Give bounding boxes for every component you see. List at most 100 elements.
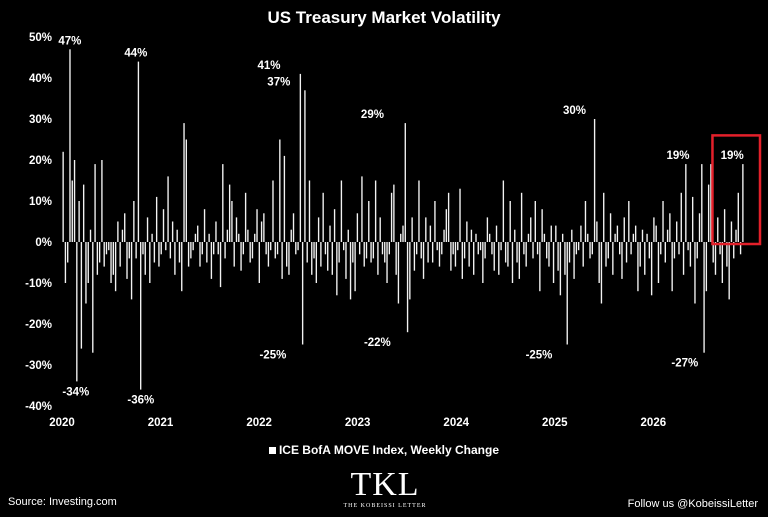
bar bbox=[564, 242, 566, 275]
bar bbox=[409, 242, 411, 300]
bar bbox=[571, 229, 573, 242]
bar bbox=[87, 242, 89, 283]
bar bbox=[509, 201, 511, 242]
bar bbox=[400, 233, 402, 242]
bar bbox=[676, 221, 678, 242]
bar bbox=[149, 242, 151, 283]
bar bbox=[714, 242, 717, 275]
bar bbox=[121, 229, 124, 242]
chart-title: US Treasury Market Volatility bbox=[267, 8, 501, 27]
bar bbox=[126, 242, 128, 279]
bar bbox=[254, 233, 256, 242]
bar bbox=[666, 229, 669, 242]
bar bbox=[541, 209, 543, 242]
bar bbox=[78, 201, 80, 242]
bar bbox=[520, 192, 523, 242]
bar bbox=[698, 213, 701, 242]
x-tick-label: 2023 bbox=[345, 417, 371, 429]
bar bbox=[454, 242, 457, 267]
bar bbox=[641, 229, 644, 242]
logo-subtitle: THE KOBEISSI LETTER bbox=[343, 503, 427, 509]
bar bbox=[536, 242, 539, 255]
bar bbox=[457, 242, 459, 251]
bar bbox=[689, 242, 692, 267]
bar bbox=[192, 242, 194, 251]
bar bbox=[614, 233, 616, 242]
bar bbox=[557, 242, 559, 271]
bar bbox=[609, 213, 612, 242]
bar bbox=[313, 242, 315, 259]
bar bbox=[436, 242, 438, 251]
data-annotation: -22% bbox=[364, 337, 391, 349]
bar bbox=[479, 242, 482, 251]
bar bbox=[308, 180, 311, 242]
bar bbox=[265, 242, 267, 255]
bar bbox=[274, 242, 276, 259]
bar bbox=[605, 242, 607, 267]
bar bbox=[468, 242, 470, 267]
bar bbox=[653, 217, 655, 242]
y-tick-label: -40% bbox=[25, 401, 52, 413]
bar bbox=[110, 242, 112, 283]
bar bbox=[532, 242, 534, 259]
bar bbox=[447, 192, 450, 242]
bar bbox=[222, 164, 224, 242]
bar bbox=[600, 242, 603, 304]
bar bbox=[331, 242, 333, 275]
bar bbox=[534, 201, 536, 242]
bar bbox=[730, 221, 733, 242]
bar bbox=[596, 221, 598, 242]
bar bbox=[386, 242, 388, 283]
bar bbox=[213, 242, 215, 255]
highlight-box bbox=[711, 134, 762, 246]
data-annotation: -36% bbox=[127, 395, 154, 407]
bar bbox=[181, 242, 183, 292]
bar bbox=[233, 242, 235, 267]
bar bbox=[657, 242, 660, 283]
bar bbox=[85, 242, 87, 304]
bar bbox=[272, 180, 274, 242]
kobeissi-logo: TKL THE KOBEISSI LETTER bbox=[340, 468, 430, 510]
bar bbox=[140, 242, 142, 390]
bar bbox=[612, 242, 614, 275]
bar bbox=[315, 242, 318, 283]
bar bbox=[73, 160, 76, 242]
bar bbox=[311, 242, 313, 275]
bar bbox=[441, 242, 443, 255]
y-tick-label: -30% bbox=[25, 360, 52, 372]
bar bbox=[530, 217, 532, 242]
bar bbox=[707, 184, 710, 242]
bar bbox=[377, 242, 379, 275]
bar bbox=[703, 242, 705, 353]
bar bbox=[185, 139, 187, 242]
bar bbox=[546, 242, 548, 259]
bar bbox=[299, 73, 302, 243]
data-annotation: -25% bbox=[259, 350, 286, 362]
bar bbox=[550, 225, 552, 242]
bar bbox=[279, 139, 281, 242]
data-annotation: 30% bbox=[563, 105, 586, 117]
bar bbox=[206, 242, 208, 263]
bar bbox=[660, 242, 662, 255]
bar bbox=[422, 242, 425, 279]
bar bbox=[256, 209, 258, 242]
bar bbox=[62, 151, 64, 242]
bar bbox=[372, 242, 375, 259]
chart-legend: ICE BofA MOVE Index, Weekly Change bbox=[0, 443, 768, 457]
bar bbox=[384, 242, 386, 263]
bar bbox=[112, 242, 115, 275]
bar bbox=[306, 242, 308, 263]
bar bbox=[301, 242, 304, 345]
bar bbox=[130, 242, 133, 300]
bar bbox=[349, 242, 352, 300]
bar bbox=[365, 242, 368, 259]
y-tick-label: 10% bbox=[29, 196, 52, 208]
bar bbox=[445, 209, 448, 242]
bar bbox=[482, 242, 484, 283]
bar bbox=[137, 61, 140, 242]
bar bbox=[701, 164, 703, 242]
data-annotation: 44% bbox=[124, 48, 147, 60]
bar bbox=[336, 242, 338, 296]
bar bbox=[650, 242, 653, 296]
bar bbox=[680, 192, 682, 242]
